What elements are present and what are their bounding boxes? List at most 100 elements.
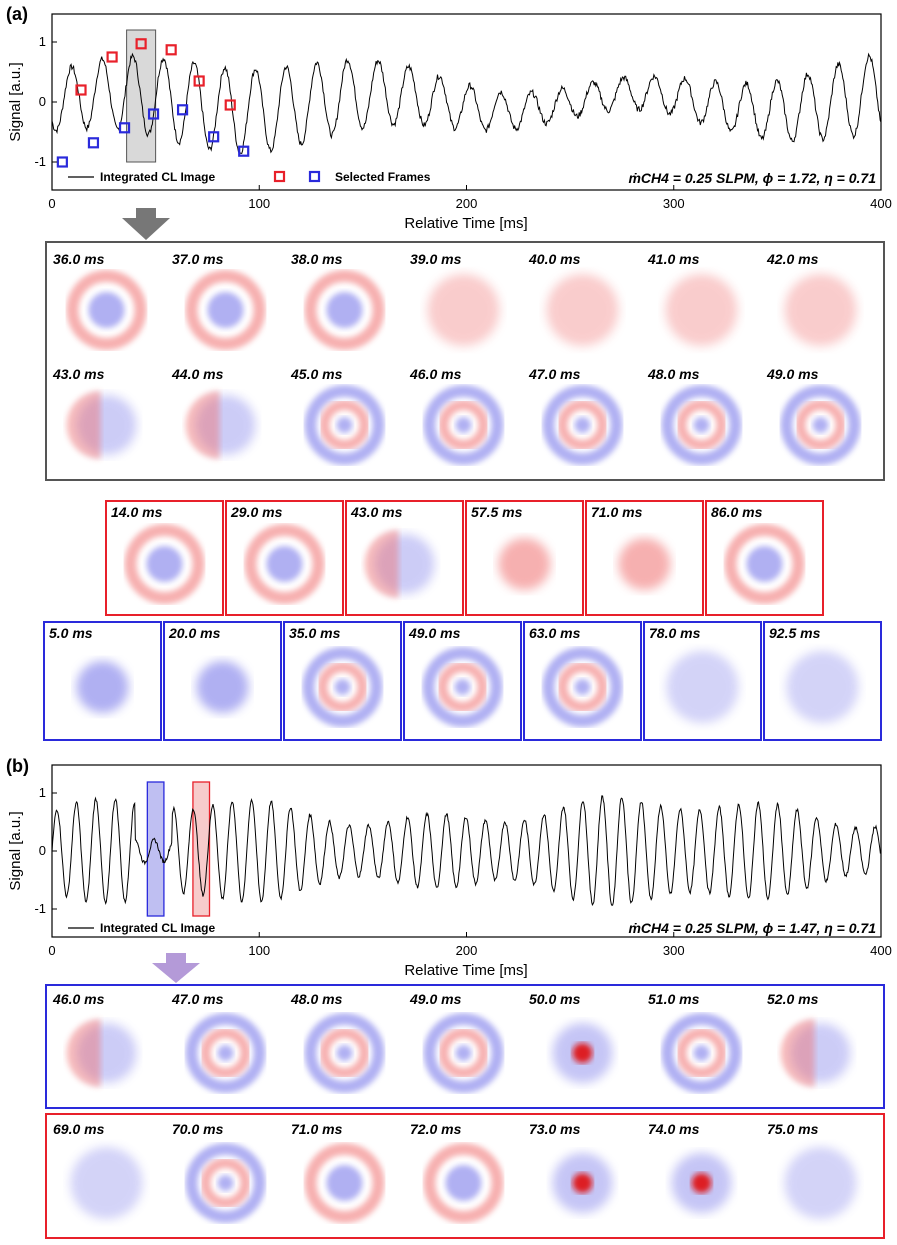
- frame-time-label: 92.5 ms: [769, 625, 821, 641]
- frame-image: 43.0 ms: [345, 500, 464, 616]
- frame-image: 63.0 ms: [523, 621, 642, 741]
- frame-time-label: 70.0 ms: [172, 1121, 224, 1137]
- frame-time-label: 14.0 ms: [111, 504, 163, 520]
- frame-image: 38.0 ms: [291, 251, 385, 350]
- frame-image: 48.0 ms: [647, 366, 742, 465]
- red-frame-marker: [165, 44, 177, 56]
- frame-image: 57.5 ms: [465, 500, 584, 616]
- frame-image: 41.0 ms: [647, 251, 738, 346]
- frame-time-label: 51.0 ms: [648, 991, 700, 1007]
- legend-markers-label: Selected Frames: [335, 170, 431, 184]
- frame-time-label: 47.0 ms: [528, 366, 581, 382]
- blue-frame-marker: [208, 131, 220, 143]
- frame-image: 71.0 ms: [585, 500, 704, 616]
- frame-image: 49.0 ms: [766, 366, 861, 465]
- frame-image: 49.0 ms: [403, 621, 522, 741]
- frame-time-label: 43.0 ms: [350, 504, 403, 520]
- frame-time-label: 42.0 ms: [766, 251, 819, 267]
- panel-b-signal-line: [51, 795, 881, 907]
- frame-time-label: 47.0 ms: [171, 991, 224, 1007]
- frame-image: 40.0 ms: [528, 251, 619, 346]
- x-tick-label: 400: [870, 196, 892, 211]
- frame-time-label: 37.0 ms: [172, 251, 224, 267]
- legend-b-line-label: Integrated CL Image: [100, 921, 215, 935]
- frame-image: 29.0 ms: [225, 500, 344, 616]
- panel-b-red-frames: 69.0 ms 70.0 ms 71.0 ms 72.0 ms 73.0 ms 74.0 …: [53, 1121, 857, 1223]
- panel-b-ylabel: Signal [a.u.]: [7, 811, 24, 890]
- frame-time-label: 41.0 ms: [647, 251, 700, 267]
- down-arrow-gray-icon: [122, 208, 170, 240]
- frame-image: 70.0 ms: [172, 1121, 266, 1223]
- frame-time-label: 71.0 ms: [591, 504, 643, 520]
- panel-a-blue-frames: 5.0 ms 20.0 ms 35.0 ms 49.0 ms 63.0 ms 78.0 m…: [43, 621, 882, 741]
- red-window-rect: [192, 781, 211, 917]
- x-tick-label: 100: [248, 196, 270, 211]
- frame-time-label: 40.0 ms: [528, 251, 581, 267]
- red-frame-marker: [106, 51, 118, 63]
- frame-time-label: 86.0 ms: [711, 504, 763, 520]
- frame-time-label: 49.0 ms: [409, 991, 462, 1007]
- panel-a-signal-line: [51, 52, 882, 154]
- panel-a-selected-markers: [56, 38, 250, 168]
- x-tick-label: 0: [48, 943, 55, 958]
- x-tick-label: 100: [248, 943, 270, 958]
- frame-image: 20.0 ms: [163, 621, 282, 741]
- frame-image: 50.0 ms: [529, 991, 613, 1083]
- red-frame-marker: [193, 75, 205, 87]
- frame-image: 71.0 ms: [291, 1121, 385, 1223]
- frame-time-label: 46.0 ms: [409, 366, 462, 382]
- frame-time-label: 44.0 ms: [171, 366, 224, 382]
- frame-time-label: 48.0 ms: [647, 366, 700, 382]
- red-frame-marker: [135, 38, 147, 50]
- x-tick-label: 200: [456, 196, 478, 211]
- frame-time-label: 69.0 ms: [53, 1121, 105, 1137]
- frame-time-label: 50.0 ms: [529, 991, 581, 1007]
- frame-time-label: 73.0 ms: [529, 1121, 581, 1137]
- panel-a-axis-ticks: 0 100 200 300 400 1 0 -1: [34, 34, 891, 211]
- frame-time-label: 48.0 ms: [290, 991, 343, 1007]
- panel-b-condition: ṁCH4 = 0.25 SLPM, ϕ = 1.47, η = 0.71: [628, 920, 876, 936]
- frame-image: 5.0 ms: [43, 621, 162, 741]
- frame-image: 75.0 ms: [767, 1121, 857, 1219]
- x-tick-label: 300: [663, 943, 685, 958]
- frame-image: 78.0 ms: [643, 621, 762, 741]
- panel-a-xlabel: Relative Time [ms]: [404, 215, 527, 232]
- panel-a-plot-frame: [51, 13, 882, 191]
- frame-time-label: 20.0 ms: [168, 625, 221, 641]
- frame-image: 46.0 ms: [409, 366, 504, 465]
- panel-a-condition: ṁCH4 = 0.25 SLPM, ϕ = 1.72, η = 0.71: [628, 170, 876, 186]
- frame-time-label: 35.0 ms: [289, 625, 341, 641]
- x-tick-label: 200: [456, 943, 478, 958]
- frame-time-label: 39.0 ms: [410, 251, 462, 267]
- red-frame-marker: [75, 84, 87, 96]
- frame-image: 72.0 ms: [410, 1121, 504, 1223]
- frame-image: 47.0 ms: [528, 366, 623, 465]
- panel-b-xlabel: Relative Time [ms]: [404, 962, 527, 979]
- blue-frame-marker: [56, 156, 68, 168]
- legend-line-label: Integrated CL Image: [100, 170, 215, 184]
- frame-image: 37.0 ms: [172, 251, 266, 350]
- frame-time-label: 75.0 ms: [767, 1121, 819, 1137]
- blue-frame-marker: [176, 104, 189, 116]
- frame-image: 35.0 ms: [283, 621, 402, 741]
- frame-time-label: 72.0 ms: [410, 1121, 462, 1137]
- panel-b-label: (b): [6, 756, 29, 776]
- blue-window-rect: [146, 781, 165, 917]
- y-tick-label: -1: [34, 154, 46, 169]
- frame-time-label: 78.0 ms: [649, 625, 701, 641]
- y-tick-label: 0: [39, 843, 46, 858]
- frame-image: 43.0 ms: [52, 366, 137, 459]
- x-tick-label: 300: [663, 196, 685, 211]
- legend-red-marker: [273, 170, 286, 183]
- frame-time-label: 29.0 ms: [230, 504, 283, 520]
- panel-a-ylabel: Signal [a.u.]: [7, 62, 24, 141]
- panel-a-red-frames: 14.0 ms 29.0 ms 43.0 ms 57.5 ms 71.0 ms 86.0 …: [105, 500, 824, 616]
- frame-time-label: 63.0 ms: [529, 625, 581, 641]
- frame-time-label: 45.0 ms: [290, 366, 343, 382]
- frame-time-label: 74.0 ms: [648, 1121, 700, 1137]
- frame-image: 74.0 ms: [648, 1121, 732, 1213]
- frame-time-label: 5.0 ms: [49, 625, 93, 641]
- frame-image: 39.0 ms: [410, 251, 500, 346]
- y-tick-label: -1: [34, 901, 46, 916]
- frame-image: 14.0 ms: [105, 500, 224, 616]
